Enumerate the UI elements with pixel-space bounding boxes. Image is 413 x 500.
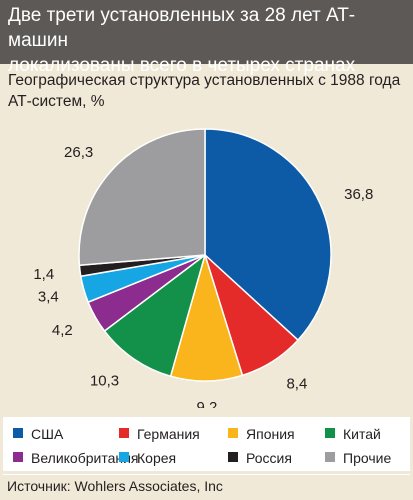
legend-swatch — [13, 428, 23, 439]
data-label-4: 4,2 — [52, 322, 73, 339]
legend-swatch — [119, 452, 129, 463]
data-label-1: 8,4 — [286, 375, 307, 392]
legend-label: Китай — [343, 426, 381, 442]
legend-item-7: Прочие — [325, 450, 391, 466]
legend-label: Япония — [246, 426, 295, 442]
chart-header: Две трети установленных за 28 лет АТ-маш… — [0, 0, 413, 76]
legend-item-0: США — [13, 426, 63, 442]
legend-item-5: Корея — [119, 450, 176, 466]
data-label-3: 10,3 — [90, 372, 119, 389]
legend-label: Великобритания — [31, 450, 139, 466]
data-label-5: 3,4 — [38, 288, 59, 305]
chart-subtitle: Географическая структура установленных с… — [8, 70, 408, 112]
legend-item-3: Китай — [325, 426, 381, 442]
data-label-0: 36,8 — [344, 186, 373, 203]
chart-subtitle-line-2: АТ-систем, % — [8, 93, 105, 110]
pie-chart: 36,8 8,4 9,2 10,3 4,2 3,4 1,4 26,3 — [33, 128, 373, 408]
legend-label: Россия — [246, 450, 292, 466]
legend-item-2: Япония — [228, 426, 295, 442]
legend-swatch — [325, 428, 335, 439]
pie-slice-7 — [78, 128, 206, 267]
legend-swatch — [119, 428, 129, 439]
legend-label: Корея — [137, 450, 177, 466]
legend-label: Прочие — [343, 450, 392, 466]
source-note: Источник: Wohlers Associates, Inc — [7, 478, 223, 494]
pie-slice-3 — [103, 254, 206, 377]
legend-item-1: Германия — [119, 426, 200, 442]
legend-item-6: Россия — [228, 450, 292, 466]
divider — [3, 474, 410, 475]
legend-swatch — [325, 452, 335, 463]
legend-item-4: Великобритания — [13, 450, 139, 466]
legend-label: США — [31, 426, 64, 442]
data-label-2: 9,2 — [196, 399, 217, 408]
data-label-6: 1,4 — [33, 266, 54, 283]
legend-swatch — [13, 452, 23, 463]
chart-title-line-1: Две трети установленных за 28 лет АТ-маш… — [8, 5, 356, 51]
chart-title-line-2: локализованы всего в четырех странах — [8, 55, 356, 76]
legend-swatch — [228, 452, 238, 463]
data-label-7: 26,3 — [64, 144, 93, 161]
pie-slice-0 — [204, 128, 332, 341]
chart-subtitle-line-1: Географическая структура установленных с… — [8, 72, 401, 89]
legend-swatch — [228, 428, 238, 439]
legend-label: Германия — [137, 426, 200, 442]
chart-legend: США Германия Япония Китай Великобритания Коре… — [3, 417, 410, 471]
